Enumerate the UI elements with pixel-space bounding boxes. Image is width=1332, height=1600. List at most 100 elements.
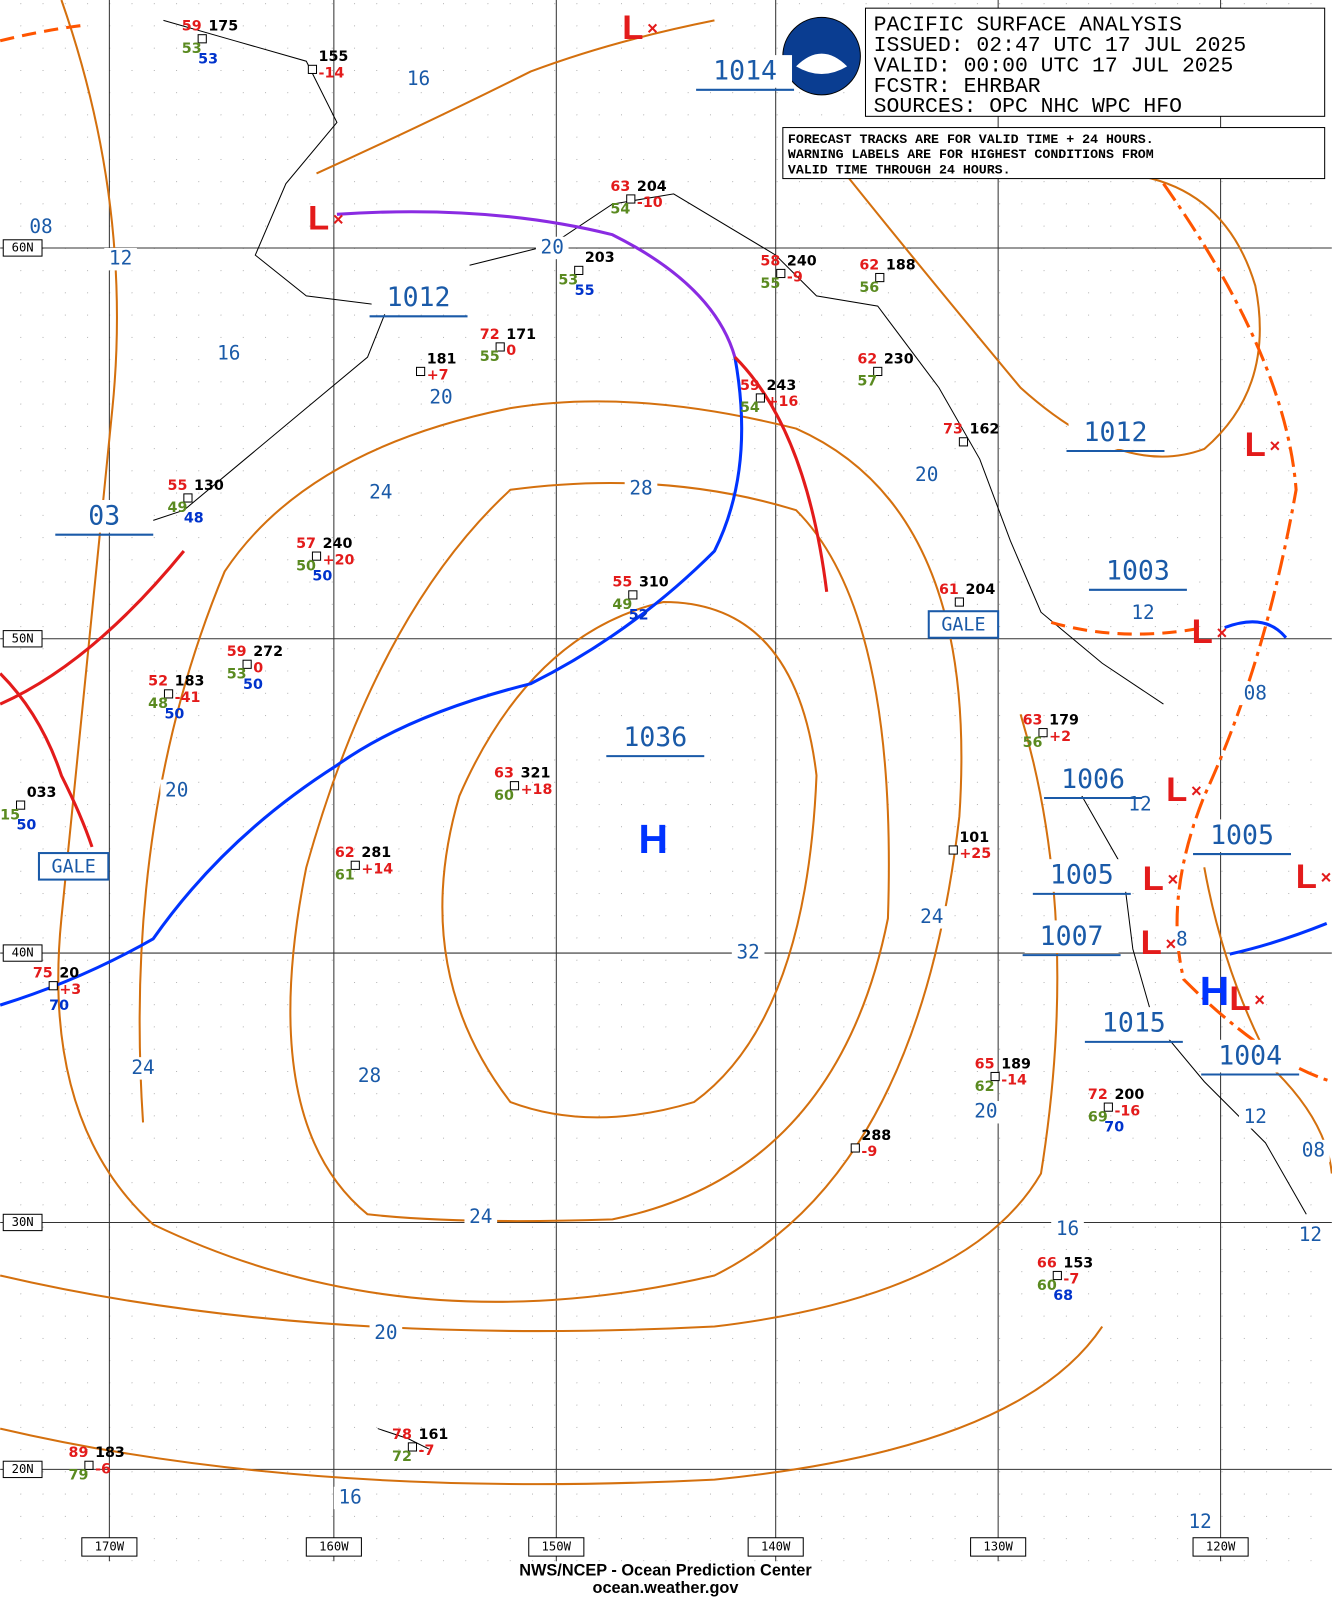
pressure-center-label: 1036 bbox=[623, 722, 687, 753]
warning-label: GALE bbox=[52, 856, 96, 877]
center-cross: × bbox=[1191, 780, 1202, 801]
station-pressure: 240 bbox=[323, 536, 353, 552]
isobar-label: 8 bbox=[1176, 927, 1188, 950]
station-marker bbox=[407, 1442, 418, 1452]
station-pressure: 189 bbox=[1001, 1056, 1031, 1072]
station-pressure: 200 bbox=[1114, 1087, 1144, 1103]
station-marker bbox=[954, 597, 964, 607]
pressure-center-label: 1012 bbox=[1084, 417, 1148, 448]
station-tendency: -14 bbox=[319, 66, 345, 82]
station-pressure: 181 bbox=[427, 351, 457, 367]
station-tendency: +2 bbox=[1049, 729, 1071, 745]
isobar-label-bg bbox=[624, 477, 658, 500]
isobar-label: 16 bbox=[407, 67, 430, 90]
station-sst: 50 bbox=[312, 569, 332, 585]
isobar-label-bg bbox=[24, 216, 58, 239]
isobar-label: 16 bbox=[217, 342, 240, 365]
fronts bbox=[0, 23, 1332, 1084]
pressure-center-label: 1012 bbox=[387, 282, 451, 313]
isobar-label: 20 bbox=[541, 235, 564, 258]
isobar-label: 12 bbox=[109, 247, 132, 270]
lon-label-box bbox=[81, 1537, 138, 1557]
station-marker bbox=[850, 1143, 860, 1153]
station-pressure: 204 bbox=[965, 582, 995, 598]
isobar-label: 24 bbox=[469, 1205, 492, 1228]
isobar-label: 24 bbox=[920, 905, 943, 928]
lat-label: 40N bbox=[12, 946, 34, 960]
station-sst: 70 bbox=[49, 998, 69, 1014]
center-symbol: L bbox=[308, 200, 329, 238]
station-marker bbox=[509, 781, 520, 791]
station-marker bbox=[183, 493, 193, 503]
station-tendency: +7 bbox=[427, 368, 449, 384]
station-temp: 62 bbox=[857, 351, 877, 367]
isobar-label-bg bbox=[915, 906, 949, 929]
station-marker bbox=[197, 34, 207, 44]
station-dewpoint: 61 bbox=[335, 868, 355, 884]
isobar-label-bg bbox=[1123, 793, 1157, 817]
station-dewpoint: 55 bbox=[480, 349, 500, 365]
station-dewpoint: 72 bbox=[392, 1449, 412, 1465]
lon-label: 130W bbox=[983, 1539, 1013, 1553]
header-line: ISSUED: 02:47 UTC 17 JUL 2025 bbox=[874, 34, 1247, 58]
station-tendency: -9 bbox=[861, 1144, 877, 1160]
station-sst: 55 bbox=[575, 283, 595, 299]
isobar-label-bg bbox=[424, 386, 458, 410]
station-marker bbox=[1038, 728, 1048, 738]
lon-label-box bbox=[970, 1537, 1027, 1557]
isobar-label: 28 bbox=[629, 476, 652, 499]
isobar-label: 12 bbox=[1131, 601, 1154, 624]
station-pressure: 155 bbox=[319, 49, 349, 65]
isobar-label: 08 bbox=[1302, 1139, 1325, 1162]
isobar-label: 16 bbox=[1056, 1217, 1079, 1240]
lat-label-box bbox=[2, 1213, 43, 1232]
station-sst: 70 bbox=[1104, 1120, 1124, 1136]
pressure-label-bg bbox=[1068, 416, 1163, 449]
pressure-center-label: 1005 bbox=[1050, 860, 1114, 891]
station-pressure: 171 bbox=[506, 327, 536, 343]
noaa-bird bbox=[796, 53, 848, 74]
station-temp: 72 bbox=[480, 327, 500, 343]
isobar-label: 20 bbox=[429, 385, 452, 408]
center-cross: × bbox=[647, 18, 658, 39]
station-marker bbox=[416, 366, 426, 377]
footer-line: ocean.weather.gov bbox=[593, 1579, 739, 1597]
station-temp: 62 bbox=[859, 257, 879, 273]
isobar-label-bg bbox=[369, 1322, 403, 1345]
isobar-label-bg bbox=[969, 1101, 1003, 1124]
header-line: VALID: 00:00 UTC 17 JUL 2025 bbox=[874, 54, 1234, 78]
station-marker bbox=[958, 437, 969, 447]
isobar-label: 28 bbox=[358, 1064, 381, 1087]
isobar-label-bg bbox=[353, 1065, 386, 1088]
station-pressure: 272 bbox=[253, 644, 283, 660]
isobar-label: 08 bbox=[29, 215, 52, 238]
isobar-label-bg bbox=[910, 464, 944, 487]
pressure-center-label: 03 bbox=[88, 500, 120, 531]
station-marker bbox=[15, 800, 26, 810]
station-dewpoint: 54 bbox=[610, 201, 630, 217]
station-tendency: 0 bbox=[506, 343, 516, 359]
lat-label: 50N bbox=[12, 631, 34, 645]
header-line: FCSTR: EHRBAR bbox=[874, 75, 1041, 99]
station-pressure: 281 bbox=[361, 845, 391, 861]
station-temp: 89 bbox=[69, 1445, 89, 1461]
warning-label: GALE bbox=[941, 615, 985, 636]
center-symbol: L bbox=[1192, 613, 1213, 651]
isobar-label-bg bbox=[1297, 1139, 1330, 1163]
station-dewpoint: 50 bbox=[296, 558, 316, 574]
station-sst: 50 bbox=[164, 706, 184, 722]
station-temp: 73 bbox=[943, 422, 963, 438]
center-symbol: L bbox=[622, 9, 643, 47]
center-symbol: H bbox=[639, 816, 668, 862]
station-temp: 52 bbox=[148, 674, 168, 690]
center-symbol: L bbox=[1296, 858, 1317, 896]
isobar-label-bg bbox=[1165, 928, 1199, 952]
isobar-label-bg bbox=[160, 779, 194, 803]
isobar-label: 32 bbox=[736, 941, 759, 964]
station-temp: 55 bbox=[168, 478, 188, 494]
station-pressure: 101 bbox=[959, 830, 989, 846]
station-marker bbox=[875, 272, 885, 283]
station-marker bbox=[163, 689, 174, 699]
lon-label: 120W bbox=[1206, 1539, 1236, 1553]
